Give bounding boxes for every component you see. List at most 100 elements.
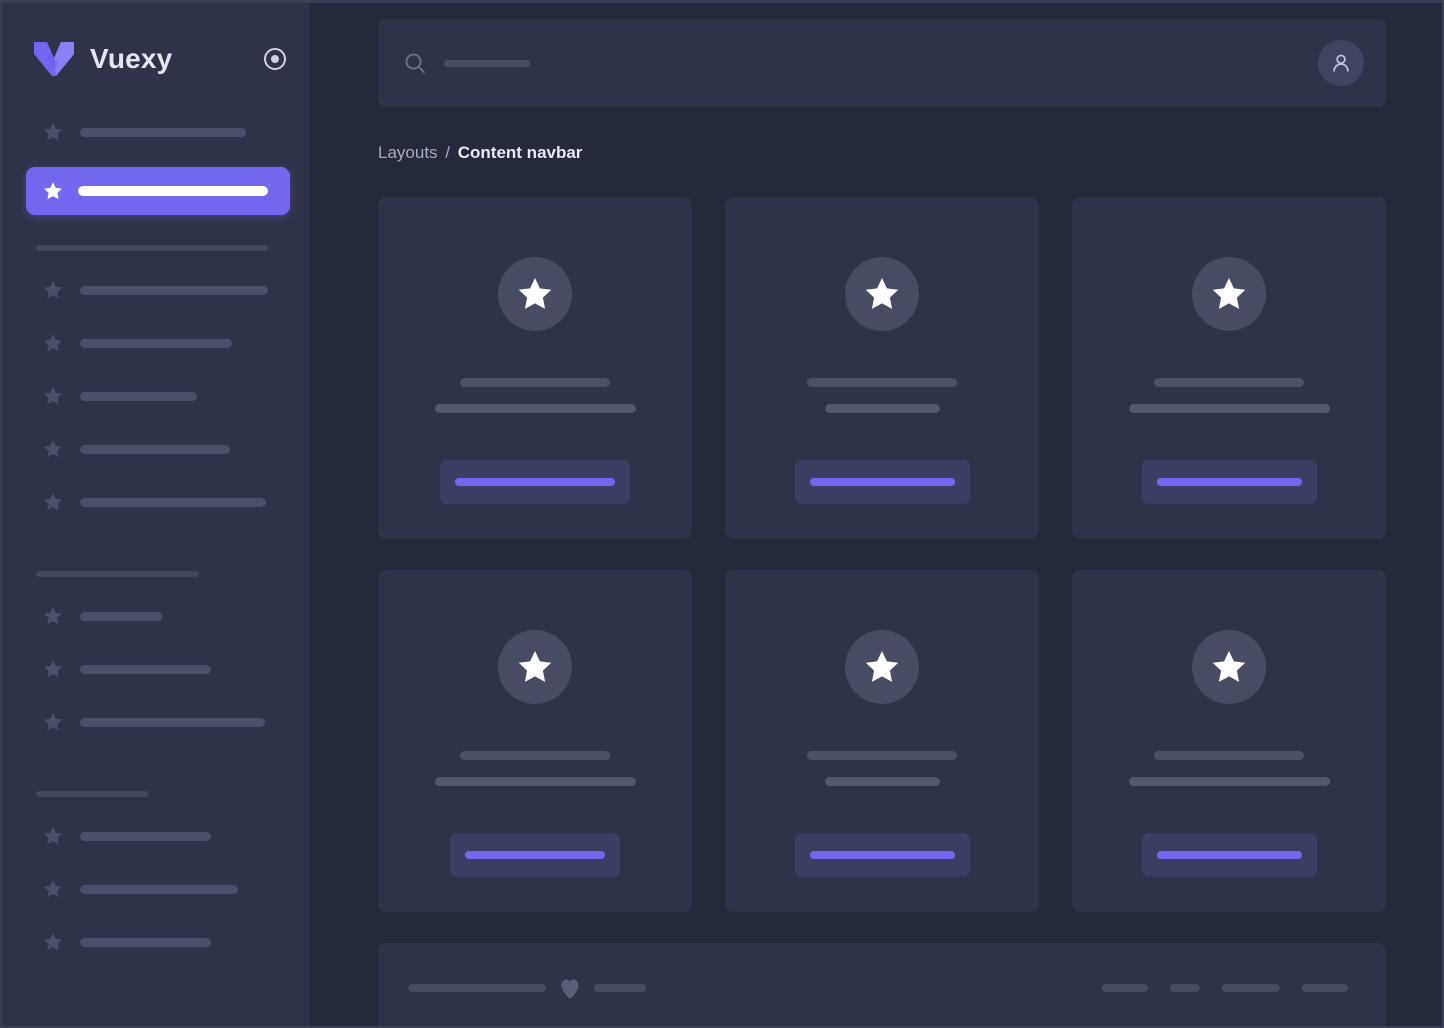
sidebar-item-label-skeleton xyxy=(80,611,162,621)
star-icon xyxy=(42,180,64,202)
card-avatar xyxy=(498,257,572,331)
card-button-label-skeleton xyxy=(809,478,955,486)
sidebar-item-label-skeleton xyxy=(80,717,265,727)
card-avatar xyxy=(1192,630,1266,704)
user-avatar-icon xyxy=(1333,54,1349,72)
card-button-label-skeleton xyxy=(465,851,605,859)
skeleton-card xyxy=(378,197,692,539)
card-title-skeleton xyxy=(460,751,610,760)
footer-link[interactable] xyxy=(1102,984,1148,992)
search-icon[interactable] xyxy=(404,52,426,74)
card-action-button[interactable] xyxy=(794,460,970,504)
footer-link[interactable] xyxy=(1222,984,1280,992)
card-subtitle-skeleton xyxy=(434,777,636,786)
sidebar-item-label-skeleton xyxy=(80,285,268,295)
sidebar-item-10[interactable] xyxy=(2,819,310,853)
footer-links xyxy=(1102,984,1348,992)
star-icon xyxy=(1212,651,1246,682)
footer-link[interactable] xyxy=(1170,984,1200,992)
sidebar-item-4[interactable] xyxy=(2,379,310,413)
card-title-skeleton xyxy=(807,378,957,387)
skeleton-card xyxy=(378,570,692,912)
sidebar-item-7[interactable] xyxy=(2,599,310,633)
brand-name: Vuexy xyxy=(90,43,173,74)
breadcrumb-separator: / xyxy=(445,143,451,162)
card-action-button[interactable] xyxy=(794,833,970,877)
star-icon xyxy=(518,278,552,309)
star-icon xyxy=(42,658,64,680)
card-button-label-skeleton xyxy=(1156,478,1302,486)
star-icon xyxy=(42,711,64,733)
sidebar-group-divider xyxy=(36,245,268,251)
card-action-button[interactable] xyxy=(450,833,620,877)
sidebar-brand[interactable]: Vuexy xyxy=(2,3,310,115)
card-button-label-skeleton xyxy=(809,851,955,859)
card-action-button[interactable] xyxy=(440,460,630,504)
search-input[interactable] xyxy=(444,59,530,67)
card-action-button[interactable] xyxy=(1141,460,1317,504)
star-icon xyxy=(42,438,64,460)
card-grid xyxy=(378,197,1386,912)
breadcrumb-root[interactable]: Layouts xyxy=(378,143,438,162)
sidebar-group-divider xyxy=(36,791,149,797)
card-avatar xyxy=(845,630,919,704)
breadcrumb-current: Content navbar xyxy=(457,143,583,162)
card-title-skeleton xyxy=(1154,751,1304,760)
footer-text-skeleton xyxy=(408,984,546,992)
sidebar-item-8[interactable] xyxy=(2,652,310,686)
content-navbar xyxy=(378,19,1386,107)
star-icon xyxy=(42,825,64,847)
footer xyxy=(378,943,1386,1026)
sidebar-item-label-skeleton xyxy=(80,884,238,894)
sidebar-item-9[interactable] xyxy=(2,705,310,739)
breadcrumb: Layouts / Content navbar xyxy=(378,143,1386,163)
sidebar-item-label-skeleton xyxy=(80,497,266,507)
star-icon xyxy=(865,278,899,309)
sidebar-item-12[interactable] xyxy=(2,925,310,959)
card-title-skeleton xyxy=(460,378,610,387)
sidebar-item-6[interactable] xyxy=(2,485,310,519)
sidebar-item-3[interactable] xyxy=(2,326,310,360)
sidebar-item-5[interactable] xyxy=(2,432,310,466)
card-action-button[interactable] xyxy=(1141,833,1317,877)
footer-credit-skeleton xyxy=(594,984,646,992)
sidebar-item-label-skeleton xyxy=(80,937,211,947)
star-icon xyxy=(865,651,899,682)
card-subtitle-skeleton xyxy=(824,404,940,413)
card-subtitle-skeleton xyxy=(1128,777,1330,786)
sidebar-item-label-skeleton xyxy=(80,127,246,137)
sidebar-item-11[interactable] xyxy=(2,872,310,906)
sidebar-item-0[interactable] xyxy=(2,115,310,149)
sidebar-item-2[interactable] xyxy=(2,273,310,307)
card-subtitle-skeleton xyxy=(824,777,940,786)
sidebar-item-label-skeleton xyxy=(80,444,230,454)
star-icon xyxy=(42,121,64,143)
sidebar-item-label-skeleton xyxy=(78,186,268,196)
skeleton-card xyxy=(725,570,1039,912)
card-subtitle-skeleton xyxy=(434,404,636,413)
sidebar-item-label-skeleton xyxy=(80,831,211,841)
avatar[interactable] xyxy=(1318,40,1364,86)
sidebar-item-1-active[interactable] xyxy=(26,167,290,215)
sidebar-group-divider xyxy=(36,571,199,577)
skeleton-card xyxy=(1072,570,1386,912)
star-icon xyxy=(42,491,64,513)
sidebar-nav xyxy=(2,115,310,959)
circle-dot-icon[interactable] xyxy=(262,46,288,72)
card-avatar xyxy=(1192,257,1266,331)
sidebar: Vuexy xyxy=(2,3,310,1026)
card-button-label-skeleton xyxy=(455,478,615,486)
footer-link[interactable] xyxy=(1302,984,1348,992)
main-content: Layouts / Content navbar xyxy=(310,3,1442,1026)
star-icon xyxy=(42,279,64,301)
sidebar-item-label-skeleton xyxy=(80,664,211,674)
card-title-skeleton xyxy=(807,751,957,760)
star-icon xyxy=(42,332,64,354)
star-icon xyxy=(1212,278,1246,309)
star-icon xyxy=(42,931,64,953)
card-avatar xyxy=(845,257,919,331)
heart-icon xyxy=(560,978,580,999)
star-icon xyxy=(42,605,64,627)
star-icon xyxy=(42,878,64,900)
